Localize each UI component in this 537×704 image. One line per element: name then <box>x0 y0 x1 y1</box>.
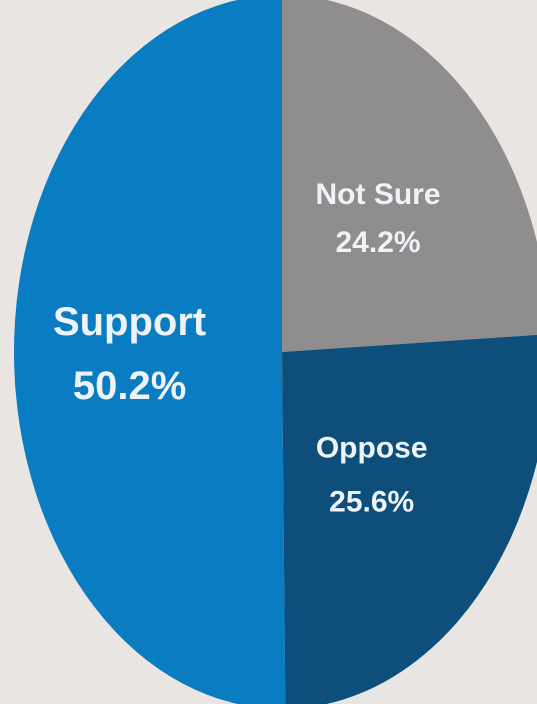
pie-slice-not-sure <box>282 0 537 352</box>
slice-value-not-sure: 24.2% <box>335 226 420 259</box>
slice-label-not-sure: Not Sure <box>316 178 441 211</box>
pie-slices <box>14 0 537 704</box>
slice-value-support: 50.2% <box>73 364 186 408</box>
pie-slice-oppose <box>282 334 537 704</box>
pie-labels: Support 50.2% Not Sure 24.2% Oppose 25.6% <box>53 178 441 519</box>
slice-label-oppose: Oppose <box>316 432 428 465</box>
pie-slice-support <box>14 0 286 704</box>
slice-value-oppose: 25.6% <box>329 486 414 519</box>
slice-label-support: Support <box>53 300 206 344</box>
